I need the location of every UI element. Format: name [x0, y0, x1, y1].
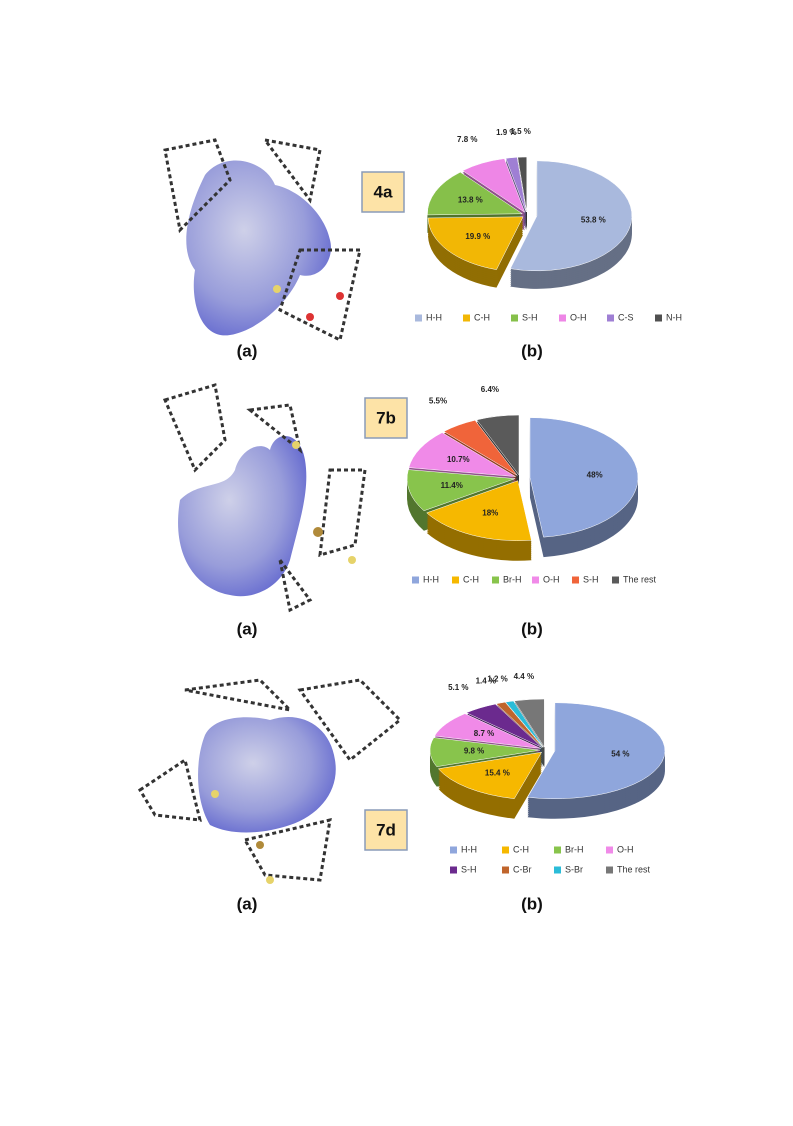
value-label: 5.1 % — [448, 683, 468, 692]
value-label: 4.4 % — [514, 672, 534, 681]
legend-label: H-H — [423, 574, 439, 584]
value-label: 54 % — [611, 749, 629, 758]
slice — [476, 414, 520, 476]
legend-label: C-Br — [513, 864, 532, 874]
legend-swatch — [612, 576, 619, 584]
legend-label: C-S — [618, 312, 634, 322]
slice — [429, 737, 541, 767]
value-label: 53.8 % — [581, 216, 606, 225]
legend-label: O-H — [617, 844, 634, 854]
value-label: 1.9 % — [496, 128, 516, 137]
legend-swatch — [607, 314, 614, 322]
compound-label: 7d — [376, 820, 396, 839]
legend-swatch — [559, 314, 566, 322]
legend-swatch — [502, 846, 509, 854]
slice — [495, 701, 544, 748]
legend-swatch — [606, 846, 613, 854]
legend-label: S-H — [522, 312, 538, 322]
slice — [513, 698, 545, 748]
slice-side — [505, 159, 527, 215]
value-label: 19.9 % — [465, 232, 490, 241]
legend-swatch — [532, 576, 539, 584]
slice — [426, 480, 532, 541]
value-label: 13.8 % — [458, 195, 483, 204]
value-label: 15.4 % — [485, 769, 510, 778]
legend-label: The rest — [617, 864, 651, 874]
legend-swatch — [450, 846, 457, 854]
value-label: 1.5 % — [510, 127, 530, 136]
legend-swatch — [492, 576, 499, 584]
slice — [437, 751, 543, 799]
slice — [465, 703, 543, 748]
caption-b: (b) — [521, 341, 543, 360]
slice — [406, 469, 516, 512]
legend-label: O-H — [570, 312, 587, 322]
slice — [434, 713, 541, 749]
value-label: 48% — [587, 470, 603, 479]
caption-a: (a) — [237, 894, 258, 913]
value-label: 5.5% — [429, 397, 447, 406]
legend-label: H-H — [461, 844, 477, 854]
legend-label: The rest — [623, 574, 657, 584]
slice — [443, 419, 518, 476]
value-label: 7.8 % — [457, 135, 477, 144]
legend-swatch — [572, 576, 579, 584]
legend-swatch — [450, 866, 457, 874]
legend-swatch — [554, 846, 561, 854]
molecule-7d — [137, 678, 403, 884]
compound-box — [361, 171, 405, 213]
legend-label: C-H — [463, 574, 479, 584]
caption-a: (a) — [237, 619, 258, 638]
value-label: 10.7% — [447, 455, 470, 464]
compound-label: 4a — [374, 182, 393, 201]
legend-label: S-H — [461, 864, 477, 874]
legend-label: H-H — [426, 312, 442, 322]
slice — [505, 157, 527, 213]
slice — [529, 417, 639, 538]
slice — [505, 700, 544, 748]
legend-swatch — [452, 576, 459, 584]
slice — [462, 158, 526, 213]
compound-box — [364, 809, 408, 851]
legend-label: N-H — [666, 312, 682, 322]
compound-label: 7b — [376, 408, 396, 427]
slice — [509, 160, 633, 272]
caption-a: (a) — [237, 341, 258, 360]
legend-swatch — [511, 314, 518, 322]
caption-b: (b) — [521, 894, 543, 913]
slice — [527, 702, 666, 799]
caption-b: (b) — [521, 619, 543, 638]
slice — [517, 156, 528, 213]
slice — [408, 432, 516, 477]
value-label: 11.4% — [441, 481, 463, 490]
slice — [427, 216, 524, 270]
value-label: 8.7 % — [474, 729, 494, 738]
legend-label: C-H — [474, 312, 490, 322]
legend-label: S-H — [583, 574, 599, 584]
legend-swatch — [606, 866, 613, 874]
molecule-7b — [162, 383, 367, 613]
legend-label: S-Br — [565, 864, 583, 874]
value-label: 18% — [482, 508, 498, 517]
legend-swatch — [463, 314, 470, 322]
molecule-4a — [163, 137, 362, 343]
value-label: 9.8 % — [464, 747, 484, 756]
legend-label: C-H — [513, 844, 529, 854]
compound-box — [364, 397, 408, 439]
legend-swatch — [502, 866, 509, 874]
value-label: 6.4% — [481, 385, 499, 394]
legend-label: O-H — [543, 574, 560, 584]
legend-swatch — [412, 576, 419, 584]
legend-label: Br-H — [565, 844, 584, 854]
value-label: 1.4 % — [476, 677, 496, 686]
legend-swatch — [415, 314, 422, 322]
slice — [427, 171, 524, 216]
value-label: 1.2 % — [487, 675, 507, 684]
legend-label: Br-H — [503, 574, 522, 584]
legend-swatch — [554, 866, 561, 874]
legend-swatch — [655, 314, 662, 322]
